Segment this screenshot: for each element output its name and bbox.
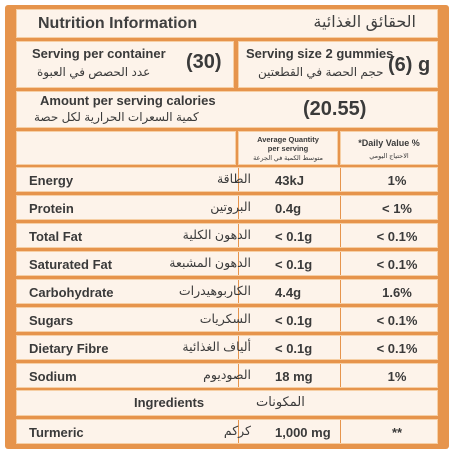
daily-value-arabic: الاحتياج اليومي xyxy=(369,153,409,160)
table-header-daily-value: *Daily Value % الاحتياج اليومي xyxy=(340,131,438,165)
table-row: Protein البروتين 0.4g < 1% xyxy=(16,195,438,220)
column-divider xyxy=(340,224,341,247)
nutrient-quantity: 0.4g xyxy=(275,201,302,216)
nutrient-name: Sugars xyxy=(29,313,74,328)
column-divider xyxy=(340,196,341,219)
nutrient-quantity: < 0.1g xyxy=(275,257,313,272)
column-divider xyxy=(238,252,239,275)
calories-value: (20.55) xyxy=(303,98,367,120)
serving-size-box xyxy=(238,41,438,88)
title-bar xyxy=(16,9,438,38)
table-row: Total Fat الدهون الكلية < 0.1g < 0.1% xyxy=(16,223,438,248)
ingredients-label: Ingredients xyxy=(134,395,205,410)
nutrient-daily-value: 1% xyxy=(387,369,407,384)
column-divider xyxy=(238,420,239,443)
nutrient-name: Saturated Fat xyxy=(29,257,113,272)
nutrient-name-arabic: الكاربوهيدرات xyxy=(178,284,251,298)
nutrient-name: Protein xyxy=(29,201,74,216)
nutrient-daily-value: 1% xyxy=(387,173,407,188)
title-arabic: الحقائق الغذائية xyxy=(313,14,416,31)
table-header-blank xyxy=(16,131,236,165)
column-divider xyxy=(340,420,341,443)
nutrient-daily-value: < 0.1% xyxy=(376,313,418,328)
nutrient-name: Energy xyxy=(29,173,74,188)
nutrient-name-arabic: الطاقة xyxy=(216,172,251,186)
serving-per-container-box xyxy=(16,41,234,88)
daily-value-label: *Daily Value % xyxy=(358,138,420,148)
nutrient-quantity: < 0.1g xyxy=(275,229,313,244)
nutrient-daily-value: 1.6% xyxy=(382,285,412,300)
serving-per-container-value: (30) xyxy=(186,51,222,73)
column-divider xyxy=(340,308,341,331)
nutrient-daily-value: < 0.1% xyxy=(376,257,418,272)
serving-per-container-arabic: عدد الحصص في العبوة xyxy=(37,65,151,79)
ingredients-arabic: المكونات xyxy=(256,394,305,409)
nutrient-name-arabic: ألياف الغذائية xyxy=(182,340,251,354)
column-divider xyxy=(238,308,239,331)
nutrient-name: Carbohydrate xyxy=(29,285,114,300)
column-divider xyxy=(340,336,341,359)
nutrient-name-arabic: الدهون الكلية xyxy=(182,228,251,242)
column-divider xyxy=(238,224,239,247)
table-header-quantity: Average Quantity per serving متوسط الكمي… xyxy=(238,131,338,165)
nutrient-quantity: 1,000 mg xyxy=(275,425,331,440)
table-row: Carbohydrate الكاربوهيدرات 4.4g 1.6% xyxy=(16,279,438,304)
nutrient-daily-value: < 1% xyxy=(382,201,412,216)
column-divider xyxy=(340,252,341,275)
ingredients-header xyxy=(16,390,438,416)
title-english: Nutrition Information xyxy=(38,15,198,32)
nutrient-name-arabic: الصوديوم xyxy=(203,368,251,382)
calories-arabic: كمية السعرات الحرارية لكل حصة xyxy=(34,110,199,124)
table-row: Sugars السكريات < 0.1g < 0.1% xyxy=(16,307,438,332)
nutrient-name-arabic: البروتين xyxy=(210,200,251,214)
serving-size-arabic: حجم الحصة في القطعتين xyxy=(258,65,384,79)
nutrient-daily-value: < 0.1% xyxy=(376,229,418,244)
table-row: Saturated Fat الدهون المشبعة < 0.1g < 0.1% xyxy=(16,251,438,276)
nutrient-quantity: 43kJ xyxy=(275,173,304,188)
nutrient-quantity: 18 mg xyxy=(275,369,313,384)
nutrient-name: Total Fat xyxy=(29,229,83,244)
avg-quantity-arabic: متوسط الكمية في الجرعة xyxy=(253,155,323,162)
avg-quantity-label: Average Quantity xyxy=(257,135,319,144)
column-divider xyxy=(238,336,239,359)
nutrient-quantity: 4.4g xyxy=(275,285,302,300)
per-serving-label: per serving xyxy=(267,144,309,153)
calories-box xyxy=(16,91,438,128)
column-divider xyxy=(238,364,239,387)
column-divider xyxy=(340,280,341,303)
nutrient-name: Dietary Fibre xyxy=(29,341,109,356)
nutrient-name-arabic: السكريات xyxy=(199,312,251,326)
nutrient-name-arabic: كركم xyxy=(223,424,251,438)
serving-size-label: Serving size 2 gummies xyxy=(246,46,394,61)
serving-per-container-label: Serving per container xyxy=(32,46,166,61)
nutrient-quantity: < 0.1g xyxy=(275,341,313,356)
nutrient-quantity: < 0.1g xyxy=(275,313,313,328)
nutrient-name: Sodium xyxy=(29,369,77,384)
nutrient-name-arabic: الدهون المشبعة xyxy=(169,256,251,270)
column-divider xyxy=(238,280,239,303)
table-row: Energy الطاقة 43kJ 1% xyxy=(16,167,438,192)
column-divider xyxy=(238,168,239,191)
nutrient-daily-value: < 0.1% xyxy=(376,341,418,356)
column-divider xyxy=(238,196,239,219)
column-divider xyxy=(340,364,341,387)
calories-label: Amount per serving calories xyxy=(40,93,216,108)
nutrient-daily-value: ** xyxy=(391,425,403,440)
column-divider xyxy=(340,168,341,191)
ingredient-row: Turmeric كركم 1,000 mg ** xyxy=(16,419,438,444)
table-row: Dietary Fibre ألياف الغذائية < 0.1g < 0.1% xyxy=(16,335,438,360)
nutrient-name: Turmeric xyxy=(29,425,84,440)
serving-size-value: (6) g xyxy=(388,54,431,76)
table-row: Sodium الصوديوم 18 mg 1% xyxy=(16,363,438,388)
